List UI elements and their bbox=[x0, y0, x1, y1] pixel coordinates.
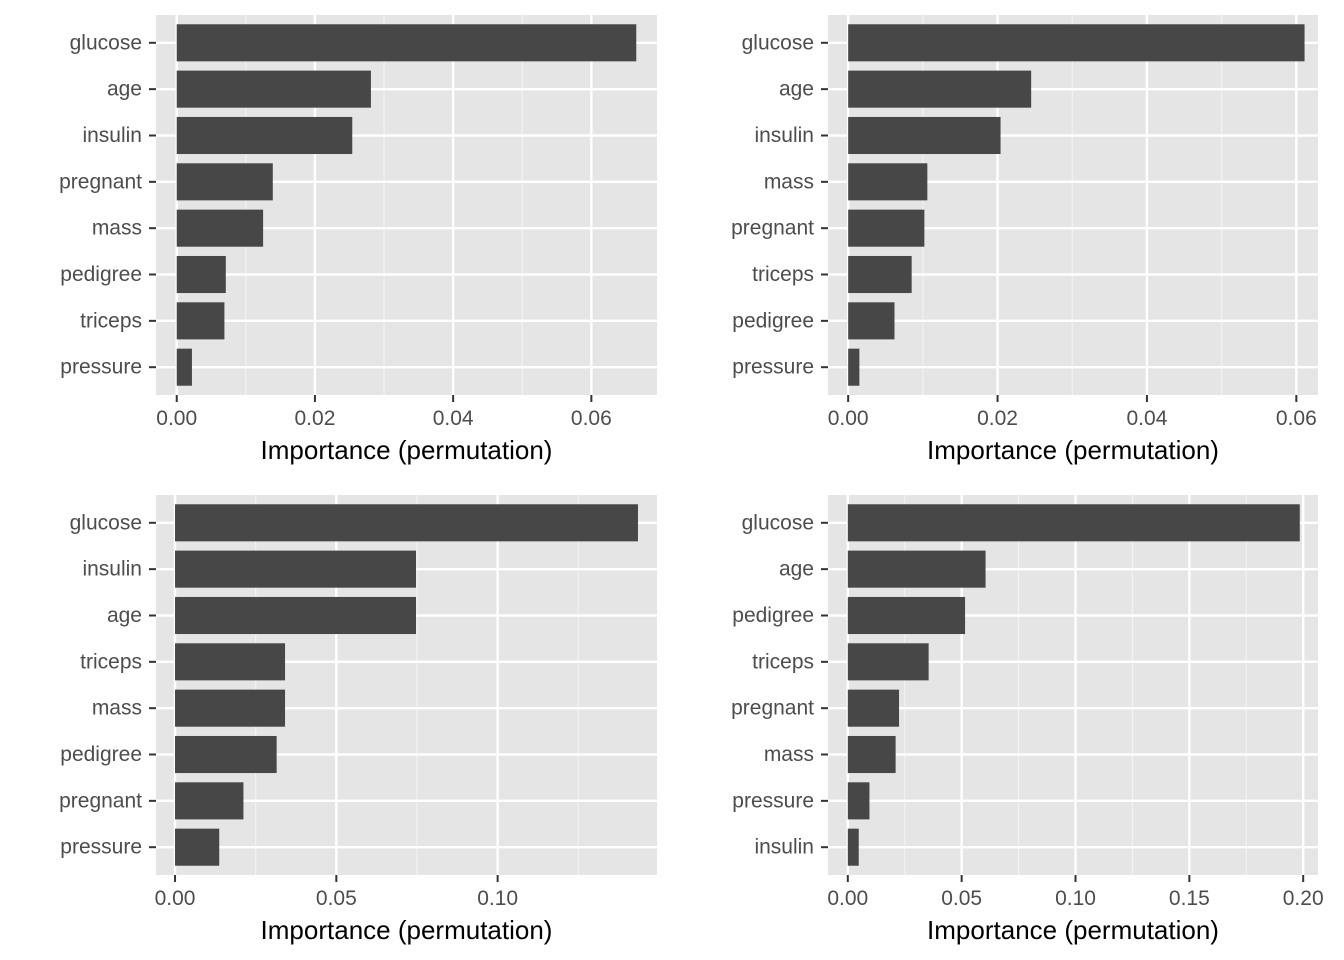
x-tick-label: 0.04 bbox=[1127, 407, 1168, 430]
bar-insulin bbox=[176, 116, 353, 155]
y-tick-label: pressure bbox=[732, 356, 814, 379]
x-tick-label: 0.10 bbox=[1055, 887, 1096, 910]
x-tick-label: 0.00 bbox=[156, 407, 197, 430]
y-tick-label: triceps bbox=[752, 650, 814, 673]
bar-pedigree bbox=[176, 255, 226, 294]
bar-triceps bbox=[176, 302, 225, 340]
y-tick-label: triceps bbox=[80, 309, 142, 332]
bar-pregnant bbox=[848, 209, 925, 247]
bar-glucose bbox=[176, 24, 637, 62]
x-tick-label: 0.15 bbox=[1169, 887, 1210, 910]
y-tick-label: insulin bbox=[82, 558, 142, 581]
x-axis-title: Importance (permutation) bbox=[261, 915, 553, 945]
x-tick-label: 0.05 bbox=[316, 887, 357, 910]
y-tick-label: pedigree bbox=[732, 604, 814, 627]
bar-glucose bbox=[848, 24, 1305, 62]
chart-panel-3: glucose insulin age triceps mass pedigree preg… bbox=[59, 495, 657, 945]
x-tick-label: 0.10 bbox=[477, 887, 518, 910]
y-tick-label: pregnant bbox=[731, 697, 814, 720]
y-tick-label: age bbox=[779, 558, 814, 581]
bar-age bbox=[176, 70, 371, 108]
y-tick-label: pregnant bbox=[59, 789, 142, 812]
x-tick-label: 0.02 bbox=[977, 407, 1018, 430]
y-tick-label: mass bbox=[92, 217, 142, 240]
bar-age bbox=[848, 70, 1032, 108]
bar-mass bbox=[175, 689, 286, 727]
bar-pressure bbox=[175, 828, 220, 866]
x-axis-title: Importance (permutation) bbox=[261, 435, 553, 465]
y-tick-label: pedigree bbox=[732, 309, 814, 332]
x-tick-label: 0.05 bbox=[941, 887, 982, 910]
y-tick-label: glucose bbox=[742, 31, 814, 54]
bar-glucose bbox=[847, 504, 1300, 542]
bar-insulin bbox=[175, 550, 417, 588]
bar-glucose bbox=[175, 504, 638, 542]
x-tick-label: 0.06 bbox=[571, 407, 612, 430]
bar-mass bbox=[848, 163, 928, 201]
y-tick-label: pressure bbox=[732, 789, 814, 812]
y-tick-label: mass bbox=[92, 697, 142, 720]
bar-triceps bbox=[847, 643, 929, 681]
bar-pedigree bbox=[175, 735, 277, 774]
y-tick-label: insulin bbox=[754, 124, 814, 147]
bar-pregnant bbox=[176, 163, 273, 201]
y-tick-label: mass bbox=[764, 743, 814, 766]
y-tick-label: glucose bbox=[70, 511, 142, 534]
y-tick-label: age bbox=[107, 78, 142, 101]
bar-insulin bbox=[848, 116, 1001, 155]
y-tick-label: pregnant bbox=[731, 217, 814, 240]
y-tick-label: triceps bbox=[80, 650, 142, 673]
bar-triceps bbox=[175, 643, 286, 681]
y-tick-label: pedigree bbox=[60, 263, 142, 286]
y-tick-label: age bbox=[779, 78, 814, 101]
y-tick-label: mass bbox=[764, 170, 814, 193]
bar-pregnant bbox=[175, 782, 244, 820]
chart-panel-1: glucose age insulin pregnant mass pedigree tri… bbox=[59, 15, 657, 465]
x-axis-title: Importance (permutation) bbox=[927, 435, 1219, 465]
bar-mass bbox=[176, 209, 264, 247]
y-tick-label: age bbox=[107, 604, 142, 627]
bar-triceps bbox=[848, 255, 912, 294]
bar-age bbox=[175, 596, 417, 635]
y-tick-label: glucose bbox=[742, 511, 814, 534]
bar-mass bbox=[847, 735, 896, 774]
bar-age bbox=[847, 550, 986, 588]
y-tick-label: pressure bbox=[60, 356, 142, 379]
x-tick-label: 0.02 bbox=[295, 407, 336, 430]
x-tick-label: 0.06 bbox=[1276, 407, 1317, 430]
y-tick-label: insulin bbox=[82, 124, 142, 147]
bar-pedigree bbox=[848, 302, 895, 340]
chart-panel-2: glucose age insulin mass pregnant triceps pedi… bbox=[731, 15, 1318, 465]
bar-pedigree bbox=[847, 596, 966, 635]
y-tick-label: glucose bbox=[70, 31, 142, 54]
x-tick-label: 0.00 bbox=[828, 407, 869, 430]
x-tick-label: 0.04 bbox=[433, 407, 474, 430]
bar-pregnant bbox=[847, 689, 900, 727]
y-tick-label: triceps bbox=[752, 263, 814, 286]
y-tick-label: pedigree bbox=[60, 743, 142, 766]
x-tick-label: 0.00 bbox=[155, 887, 196, 910]
bar-pressure bbox=[847, 782, 870, 820]
chart-panel-4: glucose age pedigree triceps pregnant mass pre… bbox=[731, 495, 1324, 945]
y-tick-label: pregnant bbox=[59, 170, 142, 193]
x-axis-title: Importance (permutation) bbox=[927, 915, 1219, 945]
x-tick-label: 0.00 bbox=[827, 887, 868, 910]
y-tick-label: insulin bbox=[754, 836, 814, 859]
bar-pressure bbox=[848, 348, 860, 386]
x-tick-label: 0.20 bbox=[1283, 887, 1324, 910]
bar-pressure bbox=[176, 348, 192, 386]
y-tick-label: pressure bbox=[60, 836, 142, 859]
bar-insulin bbox=[847, 828, 859, 866]
